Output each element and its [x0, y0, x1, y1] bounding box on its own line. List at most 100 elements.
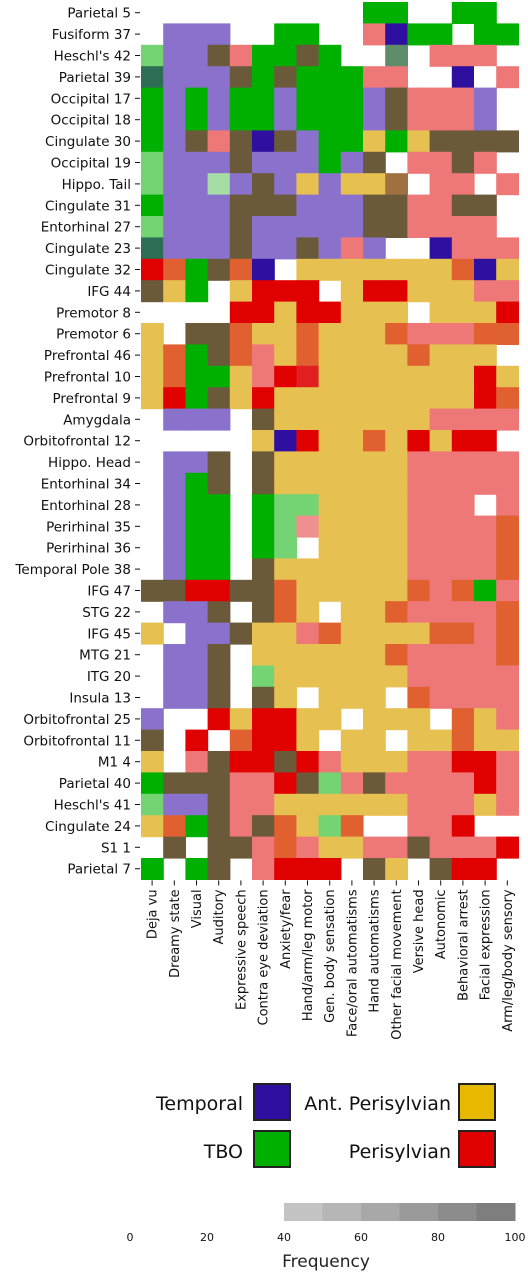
- heatmap-cell: [407, 751, 431, 773]
- column-label: Visual: [190, 889, 205, 928]
- heatmap-cell: [407, 644, 431, 666]
- heatmap-cell: [429, 44, 453, 67]
- heatmap-cell: [207, 387, 231, 410]
- heatmap-cell: [296, 44, 320, 67]
- heatmap-cell: [274, 686, 297, 709]
- heatmap-cell: [474, 109, 497, 131]
- heatmap-cell: [163, 23, 186, 46]
- heatmap-cell: [407, 494, 431, 517]
- heatmap-cell: [229, 387, 253, 410]
- heatmap-cell: [429, 216, 453, 238]
- legend-label-ant-perisylvian: Ant. Perisylvian: [304, 1093, 451, 1115]
- heatmap-cell: [385, 451, 408, 474]
- heatmap-cell: [340, 836, 364, 859]
- heatmap-cell: [340, 280, 364, 303]
- heatmap-cell: [474, 130, 497, 153]
- heatmap-cell: [474, 836, 497, 859]
- heatmap-cell: [407, 408, 431, 431]
- heatmap-cell: [185, 109, 209, 131]
- heatmap-cell: [252, 729, 275, 752]
- legend: Temporal TBO Ant. Perisylvian Perisylvia…: [155, 1083, 496, 1168]
- heatmap-cell: [474, 601, 497, 624]
- heatmap-cell: [451, 494, 475, 517]
- heatmap-cell: [429, 301, 453, 324]
- heatmap-cell: [385, 708, 408, 731]
- row-label: IFG 44: [87, 284, 131, 300]
- heatmap-cell: [141, 365, 164, 388]
- heatmap-cell: [296, 751, 320, 773]
- heatmap-cell: [407, 537, 431, 559]
- heatmap-cell: [141, 194, 164, 217]
- heatmap-cell: [163, 579, 186, 602]
- heatmap-cell: [474, 793, 497, 816]
- heatmap-cell: [385, 515, 408, 538]
- frequency-bar-segment: [476, 1203, 516, 1221]
- heatmap-cell: [496, 793, 519, 816]
- heatmap-cell: [385, 644, 408, 666]
- heatmap-cell: [363, 708, 386, 731]
- heatmap-cell: [318, 216, 342, 238]
- heatmap-cell: [141, 387, 164, 410]
- heatmap-cell: [474, 237, 497, 260]
- heatmap-cell: [407, 430, 431, 452]
- heatmap-cell: [474, 579, 497, 602]
- heatmap-cell: [274, 280, 297, 303]
- column-label: Gen. body sensation: [323, 889, 338, 1023]
- heatmap-cell: [318, 858, 342, 880]
- heatmap-cell: [163, 194, 186, 217]
- heatmap-cell: [185, 793, 209, 816]
- heatmap-cell: [296, 130, 320, 153]
- heatmap-cell: [451, 387, 475, 410]
- row-labels: Parietal 5 Fusiform 37 Heschl's 42 Parietal…: [14, 6, 140, 878]
- heatmap-cell: [185, 472, 209, 495]
- heatmap-cell: [207, 858, 231, 880]
- heatmap-cell: [163, 151, 186, 174]
- heatmap-cell: [163, 601, 186, 624]
- row-label: Entorhinal 34: [41, 477, 131, 493]
- row-label: Parietal 40: [59, 776, 131, 792]
- heatmap-cell: [407, 451, 431, 474]
- heatmap-cell: [207, 87, 231, 110]
- heatmap-cell: [496, 665, 519, 688]
- heatmap-cell: [340, 751, 364, 773]
- heatmap-cell: [318, 579, 342, 602]
- heatmap-cell: [274, 708, 297, 731]
- heatmap-cell: [296, 408, 320, 431]
- heatmap-cell: [496, 451, 519, 474]
- heatmap-cell: [385, 751, 408, 773]
- heatmap-cell: [252, 751, 275, 773]
- row-label: Occipital 17: [51, 91, 131, 107]
- heatmap-cell: [363, 301, 386, 324]
- heatmap-cell: [385, 44, 408, 67]
- heatmap-cell: [274, 44, 297, 67]
- heatmap-cell: [207, 772, 231, 795]
- heatmap-cell: [185, 87, 209, 110]
- heatmap-cell: [363, 836, 386, 859]
- legend-swatch-ant-perisylvian: [458, 1083, 496, 1121]
- heatmap-cell: [385, 836, 408, 859]
- heatmap-cell: [274, 601, 297, 624]
- heatmap-cell: [385, 408, 408, 431]
- heatmap-cell: [363, 216, 386, 238]
- heatmap-cell: [318, 365, 342, 388]
- heatmap-cell: [407, 151, 431, 174]
- heatmap-cell: [474, 301, 497, 324]
- heatmap-cell: [296, 194, 320, 217]
- heatmap-cell: [185, 237, 209, 260]
- heatmap-cell: [318, 151, 342, 174]
- row-label: Amygdala: [63, 412, 131, 428]
- column-label: Facial expression: [479, 889, 494, 1000]
- heatmap-cell: [252, 301, 275, 324]
- heatmap-cell: [385, 130, 408, 153]
- heatmap-cell: [363, 772, 386, 795]
- heatmap-cell: [363, 66, 386, 89]
- heatmap-cell: [163, 558, 186, 581]
- heatmap-cell: [429, 772, 453, 795]
- heatmap-cell: [296, 601, 320, 624]
- heatmap-cell: [429, 408, 453, 431]
- heatmap-cell: [296, 344, 320, 367]
- heatmap-cell: [451, 66, 475, 89]
- heatmap-cell: [340, 301, 364, 324]
- heatmap-cell: [340, 537, 364, 559]
- heatmap-cell: [318, 109, 342, 131]
